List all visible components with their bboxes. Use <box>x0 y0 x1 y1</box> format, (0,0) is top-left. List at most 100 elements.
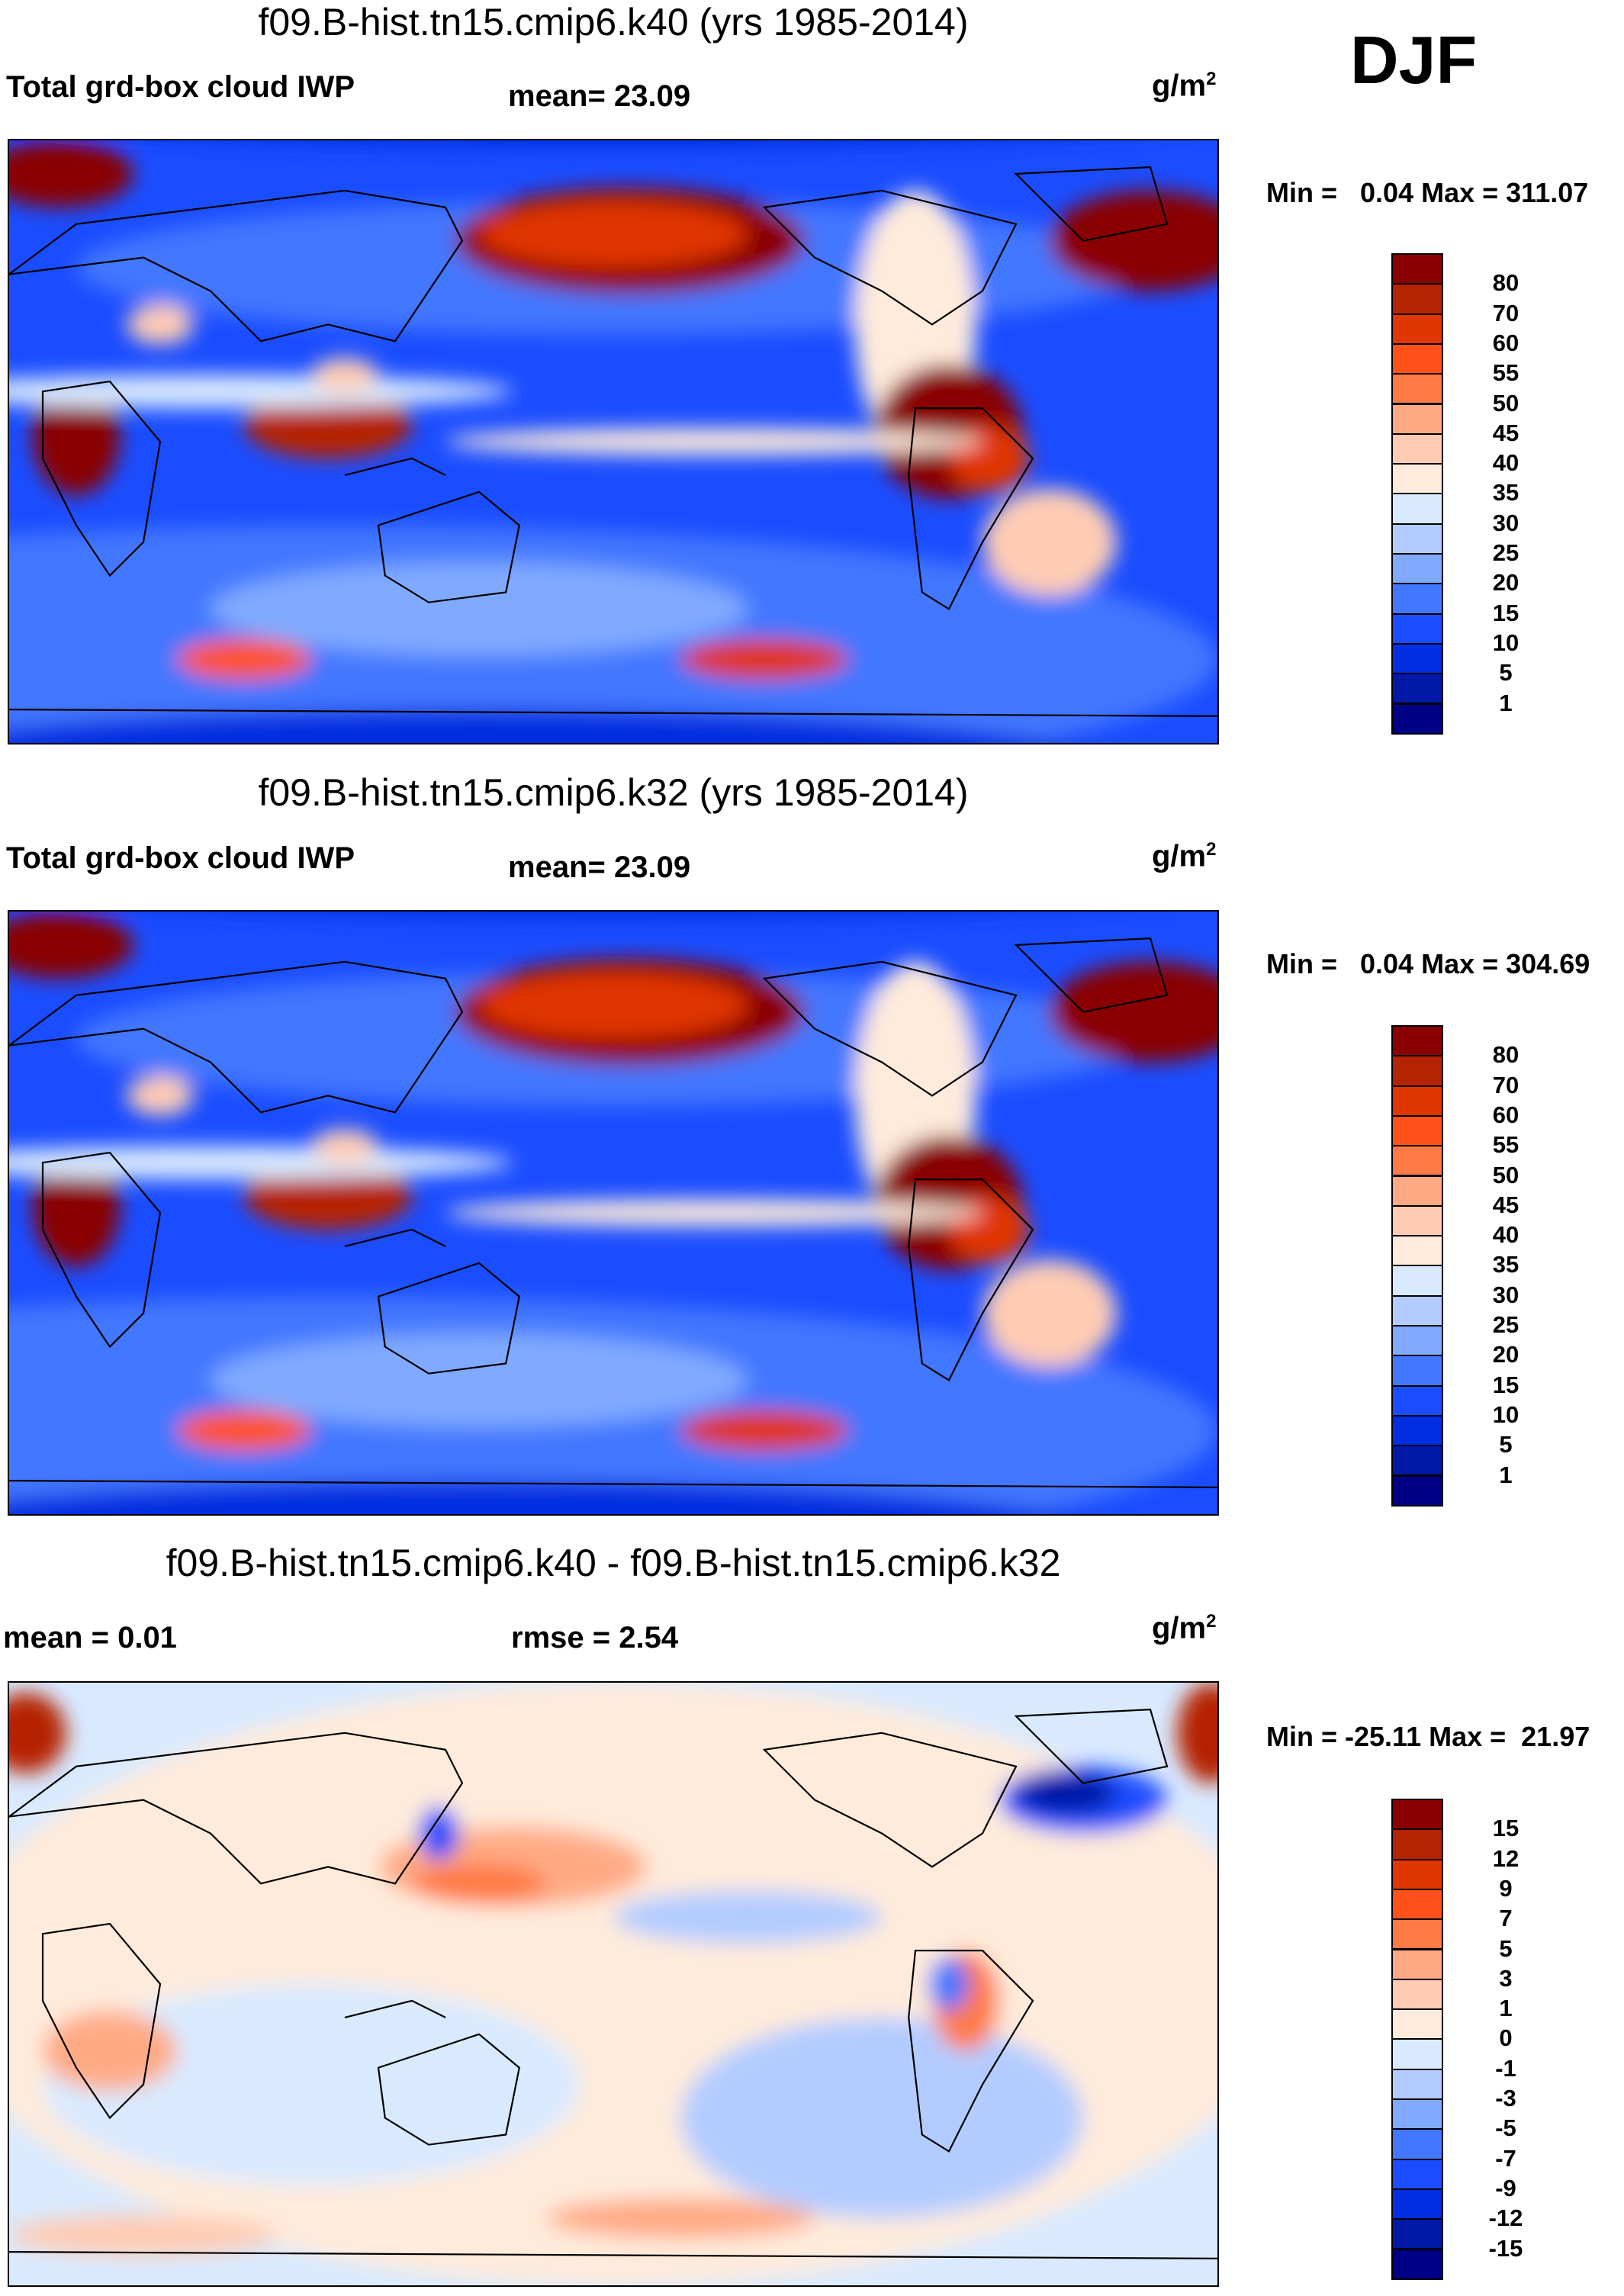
field-contour <box>127 304 194 345</box>
field-contour <box>243 140 984 147</box>
field-contour <box>949 1196 1030 1263</box>
panel-1-mean: mean= 23.09 <box>508 79 691 113</box>
colorbar-box <box>1391 2038 1443 2070</box>
colorbar-tick-label: -15 <box>1488 2234 1523 2262</box>
colorbar-tick-label: 20 <box>1492 1341 1519 1368</box>
coastline <box>908 1179 1034 1382</box>
colorbar-box <box>1391 1175 1443 1207</box>
colorbar-tick-label: 7 <box>1499 1905 1513 1932</box>
coastline <box>377 1262 521 1375</box>
colorbar-box <box>1391 2248 1443 2280</box>
panel-2-map <box>8 910 1219 1516</box>
colorbar-box <box>1391 1055 1443 1087</box>
colorbar-tick-label: 0 <box>1499 2024 1513 2052</box>
field-contour <box>412 1863 546 1904</box>
coastline <box>1014 1708 1169 1784</box>
colorbar-box <box>1391 283 1443 315</box>
field-contour <box>982 488 1117 596</box>
colorbar-box <box>1391 1474 1443 1507</box>
colorbar-box <box>1391 2218 1443 2250</box>
colorbar-box <box>1391 1145 1443 1177</box>
field-contour <box>127 1076 194 1116</box>
panel-1-map <box>8 139 1219 744</box>
coastline <box>377 2033 521 2146</box>
field-contour <box>1016 1773 1117 1814</box>
field-contour <box>982 1259 1117 1367</box>
panel-1-variable: Total grd-box cloud IWP <box>6 70 355 104</box>
colorbar-box <box>1391 2008 1443 2040</box>
colorbar-box <box>1391 1265 1443 1297</box>
coastline <box>9 1732 464 1885</box>
colorbar-box <box>1391 2158 1443 2190</box>
colorbar-tick-label: 15 <box>1492 1815 1519 1842</box>
colorbar-tick-label: 80 <box>1492 269 1519 297</box>
colorbar-tick-label: 10 <box>1492 1400 1519 1428</box>
panel-3-map <box>8 1681 1219 2287</box>
colorbar-box <box>1391 373 1443 405</box>
colorbar-box <box>1391 342 1443 375</box>
colorbar-box <box>1391 1948 1443 1980</box>
field-contour <box>211 1333 748 1427</box>
field-contour <box>43 1984 580 2185</box>
colorbar-box <box>1391 2068 1443 2100</box>
field-contour <box>9 1481 1060 1514</box>
field-contour <box>949 425 1030 492</box>
colorbar-tick-label: -7 <box>1495 2144 1516 2172</box>
colorbar-tick-label: -5 <box>1495 2114 1516 2142</box>
field-contour <box>680 2017 1083 2219</box>
colorbar-tick-label: 30 <box>1492 1281 1519 1308</box>
panel-2-units: g/m2 <box>1152 839 1217 873</box>
colorbar-box <box>1391 1355 1443 1387</box>
field-contour <box>9 1146 513 1180</box>
field-contour <box>680 638 848 680</box>
coastline <box>908 1950 1034 2153</box>
colorbar-tick-label: 10 <box>1492 629 1519 656</box>
field-contour <box>445 1199 982 1227</box>
colorbar-box <box>1391 523 1443 555</box>
coastline <box>762 960 1018 1097</box>
colorbar-box <box>1391 553 1443 585</box>
colorbar-tick-label: 55 <box>1492 1131 1519 1159</box>
colorbar-box <box>1391 1325 1443 1357</box>
colorbar-box <box>1391 1204 1443 1237</box>
coastline <box>762 1732 1018 1868</box>
colorbar-tick-label: 50 <box>1492 1161 1519 1188</box>
colorbar-box <box>1391 1114 1443 1147</box>
panel-2-minmax: Min = 0.04 Max = 304.69 <box>1266 948 1590 979</box>
coastline <box>9 1999 1217 2259</box>
panel-1-title: f09.B-hist.tn15.cmip6.k40 (yrs 1985-2014… <box>258 1 969 43</box>
colorbar-box <box>1391 673 1443 705</box>
field-contour <box>928 1957 970 2011</box>
field-contour <box>43 2011 177 2092</box>
colorbar-tick-label: 25 <box>1492 539 1519 566</box>
panel-3-minmax: Min = -25.11 Max = 21.97 <box>1266 1721 1590 1752</box>
colorbar-tick-label: 55 <box>1492 359 1519 387</box>
field-contour <box>613 1890 882 1944</box>
field-contour <box>9 1693 66 1773</box>
colorbar-box <box>1391 1414 1443 1447</box>
colorbar-tick-label: 70 <box>1492 1071 1519 1098</box>
field-contour <box>9 375 513 409</box>
panel-2-mean: mean= 23.09 <box>508 851 691 884</box>
field-contour <box>244 1162 412 1230</box>
colorbar-tick-label: 9 <box>1499 1874 1513 1902</box>
field-contour <box>1177 1683 1217 1783</box>
colorbar-box <box>1391 433 1443 465</box>
panel-3-mean: mean = 0.01 <box>3 1621 177 1654</box>
colorbar-tick-label: 5 <box>1499 1934 1513 1962</box>
colorbar-tick-label: -1 <box>1495 2054 1516 2082</box>
field-contour <box>418 1806 459 1860</box>
field-contour <box>479 972 748 1039</box>
colorbar-tick-label: 35 <box>1492 479 1519 506</box>
coastline <box>41 380 162 577</box>
field-contour <box>311 1129 378 1163</box>
colorbar-box <box>1391 463 1443 495</box>
coastline <box>762 189 1018 326</box>
colorbar-box <box>1391 313 1443 345</box>
field-contour <box>1050 961 1217 1063</box>
colorbar-box <box>1391 2098 1443 2130</box>
colorbar-box <box>1391 1384 1443 1417</box>
colorbar-tick-label: 3 <box>1499 1964 1513 1992</box>
colorbar-tick-label: 60 <box>1492 1101 1519 1128</box>
